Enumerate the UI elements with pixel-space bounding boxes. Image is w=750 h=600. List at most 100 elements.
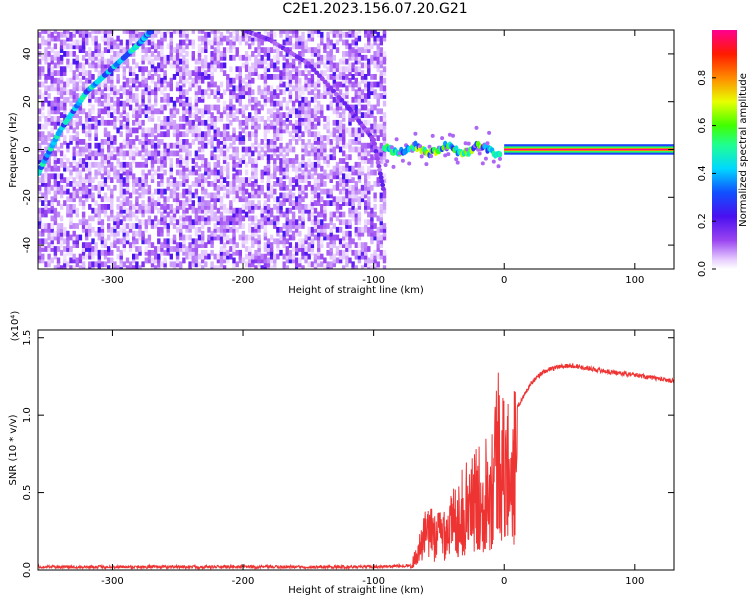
spectrogram-cell (182, 181, 186, 187)
spectrogram-cell (56, 257, 61, 264)
spectrogram-cell (213, 146, 217, 153)
spectrogram-cell (235, 169, 239, 176)
spectrogram-cell (382, 54, 387, 61)
spectrogram-cell (263, 253, 268, 260)
spectrogram-cell (382, 207, 387, 214)
spectrogram-cell (103, 249, 108, 256)
spectrogram-cell (317, 108, 321, 115)
spectrogram-cell (238, 253, 242, 260)
spectrogram-cell (175, 257, 180, 264)
spectrogram-cell (320, 242, 324, 248)
spectrogram-cell (298, 261, 302, 268)
spectrogram-cell (147, 54, 152, 61)
spectrogram-cell (313, 30, 318, 34)
spectrogram-cell (125, 116, 130, 122)
spectrogram-cell (185, 215, 189, 222)
spectrogram-cell (103, 58, 108, 65)
spectrogram-cell (44, 58, 48, 65)
spectrogram-cell (172, 207, 177, 214)
spectrogram-cell (288, 207, 293, 214)
spectrogram-cell (135, 215, 139, 222)
spectrogram-cell (107, 100, 111, 107)
spectrogram-cell (88, 177, 92, 183)
spectrogram-cell (113, 261, 117, 268)
spectrogram-cell (370, 108, 374, 115)
spectrogram-cell (163, 146, 167, 153)
spectrogram-cell (345, 242, 349, 248)
spectrogram-cell (326, 249, 330, 256)
spectrogram-cell (122, 154, 126, 161)
spectrogram-cell (50, 77, 54, 84)
spectrogram-cell (197, 58, 202, 65)
spectrogram-cell (163, 204, 167, 210)
spectrogram-cell (329, 234, 333, 241)
spectrogram-cell (144, 207, 148, 214)
spectrogram-cell (244, 123, 249, 130)
spectrogram-cell (188, 142, 192, 149)
spectrogram-cell (169, 62, 173, 69)
spectrogram-cell (194, 246, 199, 252)
spectrogram-cell (332, 96, 336, 103)
spectrogram-cell (313, 234, 318, 241)
spectrogram-cell (379, 196, 383, 203)
spectrogram-cell (248, 215, 252, 222)
spectrogram-cell (310, 89, 315, 96)
spectrogram-cell (323, 135, 327, 141)
spectrogram-cell (122, 192, 126, 199)
spectrogram-cell (279, 77, 283, 84)
spectrogram-cell (110, 119, 114, 126)
spectrogram-cell (69, 77, 73, 84)
spectrogram-cell (266, 207, 271, 214)
spectrogram-cell (238, 169, 242, 176)
arc-cell (376, 163, 382, 169)
spectrogram-cell (301, 219, 305, 226)
spectrogram-cell (207, 31, 211, 38)
spectrogram-cell (141, 234, 145, 241)
spectrogram-cell (63, 253, 67, 260)
spectrogram-cell (260, 89, 264, 96)
spectrogram-cell (116, 158, 120, 164)
spectrogram-cell (370, 257, 374, 264)
spectrogram-cell (132, 173, 136, 180)
spectrogram-cell (72, 253, 76, 260)
spectrogram-cell (47, 246, 51, 252)
spectrogram-cell (216, 184, 221, 191)
spectrogram-cell (317, 150, 321, 157)
spectrogram-cell (360, 77, 365, 84)
spectrogram-cell (367, 81, 371, 88)
spectrogram-cell (320, 226, 324, 233)
spectrogram-cell (41, 246, 45, 252)
spectrogram-cell (323, 116, 327, 122)
spectrogram-cell (107, 39, 111, 46)
spectrogram-cell (66, 96, 70, 103)
spectrogram-cell (210, 261, 214, 268)
spectrogram-cell (204, 35, 208, 42)
spectrogram-cell (125, 234, 130, 241)
spectrogram-cell (288, 131, 293, 138)
spectrogram-cell (291, 200, 296, 206)
spectrogram-cell (194, 85, 199, 92)
spectrogram-cell (72, 112, 76, 118)
spectrogram-cell (119, 150, 123, 157)
spectrogram-cell (53, 119, 58, 126)
spectrogram-cell (172, 119, 177, 126)
spectrogram-cell (100, 93, 105, 99)
spectrogram-cell (66, 230, 70, 237)
spectrogram-cell (210, 196, 214, 203)
spectrogram-cell (56, 230, 61, 237)
spectrogram-cell (194, 96, 199, 103)
spectrogram-cell (147, 150, 152, 157)
spectrogram-cell (288, 54, 293, 61)
spectrogram-cell (166, 119, 170, 126)
spectrogram-cell (232, 146, 236, 153)
spectrogram-cell (138, 226, 142, 233)
spectrogram-cell (160, 173, 164, 180)
spectrogram-cell (279, 184, 283, 191)
spectrogram-cell (285, 249, 289, 256)
spectrogram-cell (301, 223, 305, 229)
spectrogram-cell (357, 204, 362, 210)
spectrogram-cell (197, 238, 202, 245)
spectrogram-cell (116, 127, 120, 134)
spectrogram-cell (338, 58, 343, 65)
spectrogram-cell (122, 70, 126, 76)
